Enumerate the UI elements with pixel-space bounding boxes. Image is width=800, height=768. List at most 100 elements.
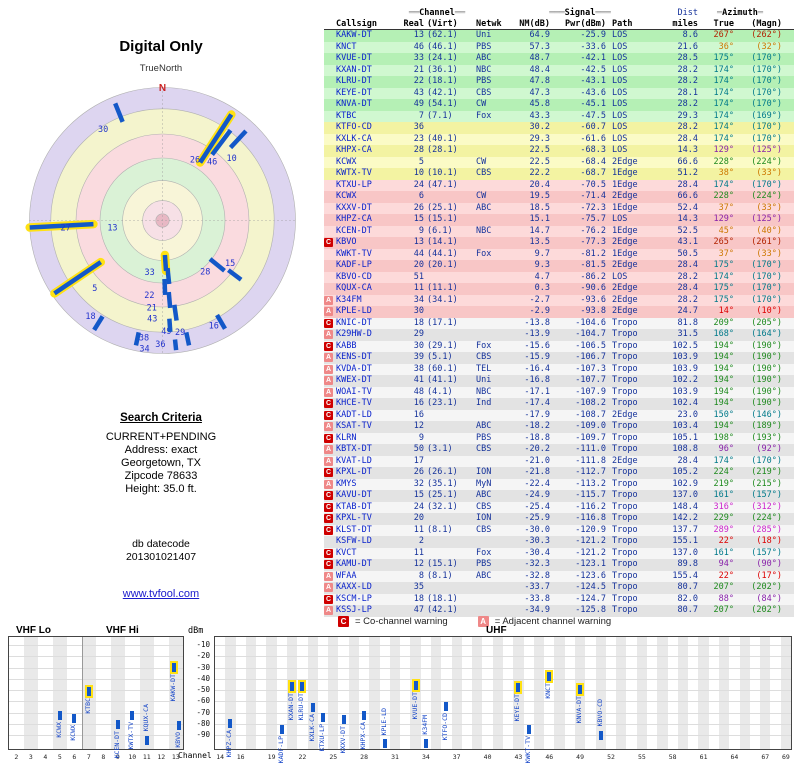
table-row: KQUX-CA 11 (11.1) 0.3 -90.6 2Edge 28.4 175° (170… (324, 283, 794, 295)
radar-channel-label: 43 (147, 314, 157, 324)
adjacent-channel-warning-badge: A (324, 364, 333, 374)
channel-tick-label: 9 (115, 753, 120, 761)
warning-legend: C = Co-channel warning A = Adjacent chan… (338, 615, 611, 627)
channel-tick-label: 64 (730, 753, 739, 761)
dbm-tick-label: -80 (196, 718, 210, 728)
channel-tick-label: 67 (761, 753, 770, 761)
col-magn: (Magn) (751, 19, 782, 29)
table-row: KAKW-DT 13 (62.1) Uni 64.9 -25.9 LOS 8.6 267° (26… (324, 30, 794, 42)
col-real: Real (403, 19, 424, 29)
channel-tick-label: 46 (545, 753, 554, 761)
signal-bar (144, 735, 149, 745)
adjacent-channel-warning-badge: A (324, 353, 333, 362)
table-row: KTXU-LP 24 (47.1) 20.4 -70.5 1Edge 28.4 174° (17… (324, 179, 794, 191)
radar-marker (162, 254, 169, 272)
radar-marker (210, 128, 233, 156)
table-row: KNVA-DT 49 (54.1) CW 45.8 -45.1 LOS 28.2 174° (17… (324, 99, 794, 111)
table-row: C KAVU-DT 15 (25.1) ABC -24.9 -115.7 Tropo 137.0… (324, 490, 794, 502)
criteria-zipcode: Zipcode 78633 (124, 470, 198, 482)
channel-tick-label: 52 (607, 753, 615, 761)
signal-bar-label: KCEN-DT (112, 730, 121, 758)
table-row: A KBTX-DT 50 (3.1) CBS -20.2 -111.0 Tropo 108.8 9… (324, 444, 794, 456)
channel-tick-label: 14 (216, 753, 225, 761)
radar-marker (208, 257, 226, 273)
dbm-tick-label: -60 (196, 696, 210, 706)
adjacent-channel-warning-badge: A (324, 387, 333, 397)
radar-channel-label: 18 (85, 312, 95, 322)
radar-marker (53, 260, 103, 296)
co-channel-warning-badge: C (324, 399, 333, 408)
channel-group-header: Channel (419, 8, 455, 18)
table-row: KLRU-DT 22 (18.1) PBS 47.8 -43.1 LOS 28.2 174° (1… (324, 76, 794, 88)
table-row: A K34FM 34 (34.1) -2.7 -93.6 2Edge 28.2 175° (170… (324, 294, 794, 306)
co-channel-warning-badge: C (324, 502, 333, 512)
table-row: KCWX 6 CW 19.5 -71.4 2Edge 66.6 228° (224°) (324, 191, 794, 203)
tvfool-link[interactable]: www.tvfool.com (122, 588, 200, 600)
co-channel-warning-badge: C (324, 525, 333, 535)
table-row: A KVAT-LD 17 -21.0 -111.8 2Edge 28.4 174° (170°) (324, 455, 794, 467)
signal-bar-label: KNCT (544, 682, 553, 699)
channel-tick-label: 31 (391, 753, 399, 761)
table-row: C KADT-LD 16 -17.9 -108.7 2Edge 23.0 150° (146°) (324, 409, 794, 421)
table-row: KVUE-DT 33 (24.1) ABC 48.7 -42.1 LOS 28.5 175° (1… (324, 53, 794, 65)
channel-tick-label: 61 (699, 753, 708, 761)
signal-bar (228, 718, 233, 728)
table-row: C KPXL-TV 20 ION -25.9 -116.8 Tropo 142.2 229° (2… (324, 513, 794, 525)
channel-tick-label: 8 (101, 753, 106, 761)
adjacent-channel-warning-badge: A (324, 295, 333, 305)
co-channel-warning-badge: C (324, 514, 333, 523)
adjacent-channel-warning-badge: A (324, 445, 333, 454)
dbm-tick-label: -30 (196, 662, 210, 672)
search-criteria: Search Criteria CURRENT+PENDING Address:… (0, 412, 322, 496)
table-row: C KTAB-DT 24 (32.1) CBS -25.4 -116.2 Tropo 148.4… (324, 501, 794, 513)
signal-bar (130, 711, 135, 720)
db-datecode: db datecode 201301021407 (0, 538, 322, 564)
radar-channel-label: 13 (107, 224, 117, 234)
table-row: KHPX-CA 28 (28.1) 22.5 -68.3 LOS 14.3 129° (125°… (324, 145, 794, 157)
co-channel-warning-badge: C (324, 341, 333, 351)
north-marker: N (159, 83, 166, 94)
table-row: A KMYS 32 (35.1) MyN -22.4 -113.2 Tropo 102.9 219… (324, 478, 794, 490)
signal-bar-label: KADF-LP (276, 736, 285, 764)
radar-marker (162, 278, 168, 296)
station-table-rows: KAKW-DT 13 (62.1) Uni 64.9 -25.9 LOS 8.6 267° (26… (324, 30, 794, 617)
radar-channel-label: 28 (200, 267, 210, 277)
channel-tick-label: 19 (267, 753, 276, 761)
table-row: C KVCT 11 Fox -30.4 -121.2 Tropo 137.0 161° (157°… (324, 547, 794, 559)
co-channel-warning-badge: C (324, 410, 333, 420)
db-datecode-label: db datecode (132, 538, 190, 550)
dist-group-header: Dist (677, 8, 698, 18)
vhf-hi-label: VHF Hi (106, 625, 139, 636)
table-row: A KAXX-LD 35 -33.7 -124.5 Tropo 80.7 207° (202°) (324, 582, 794, 594)
channel-tick-label: 25 (329, 753, 338, 761)
col-netwk: Netwk (476, 19, 502, 29)
signal-bar-label: KBVO (173, 731, 182, 748)
signal-bar (444, 702, 449, 711)
table-row: A K29HW-D 29 -13.9 -104.7 Tropo 31.5 168° (164°) (324, 329, 794, 341)
vhf-lo-label: VHF Lo (16, 625, 51, 636)
table-row: C KPXL-DT 26 (26.1) ION -21.8 -112.7 Tropo 105.2… (324, 467, 794, 479)
table-row: A KSAT-TV 12 ABC -18.2 -109.0 Tropo 103.4 194° (1… (324, 421, 794, 433)
signal-bar-label: KXXV-DT (338, 726, 347, 754)
channel-tick-label: 10 (128, 753, 137, 761)
signal-bar-label: KPLE-LD (379, 707, 388, 736)
signal-bar (279, 725, 284, 735)
signal-bar (171, 662, 176, 672)
signal-bar (341, 715, 346, 725)
signal-bar-label: KTFO-CD (441, 713, 450, 741)
table-header-groups: ══Channel══ ═══Signal═══ Dist ═Azimuth═ (408, 8, 764, 18)
signal-bar (310, 703, 315, 713)
radar-channel-label: 33 (145, 268, 155, 278)
table-row: C KAMU-DT 12 (15.1) PBS -32.3 -123.1 Tropo 89.8 9… (324, 559, 794, 571)
signal-bar-label: KBVO-CD (595, 699, 604, 727)
channel-tick-label: 40 (483, 753, 492, 761)
table-row: KXXV-DT 26 (25.1) ABC 18.5 -72.3 1Edge 52.4 37°(… (324, 202, 794, 214)
signal-bar (86, 687, 91, 697)
channel-tick-label: 5 (57, 753, 62, 761)
channel-tick-label: 58 (668, 753, 677, 761)
table-row: KTFO-CD 36 30.2 -60.7 LOS 28.2 174° (170°) (324, 122, 794, 134)
radar-marker (113, 102, 125, 123)
signal-bar (547, 671, 552, 681)
radar-channel-label: 36 (155, 340, 165, 350)
table-row: KNCT 46 (46.1) PBS 57.3 -33.6 LOS 21.6 36° (32°) (324, 41, 794, 53)
